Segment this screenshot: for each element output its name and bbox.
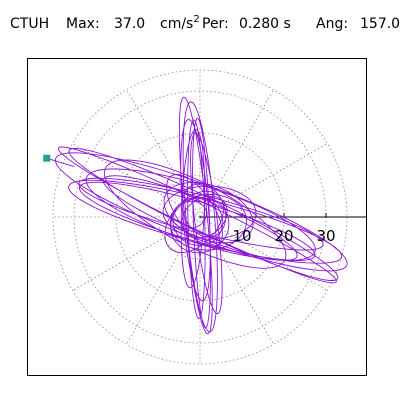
motion-trace-path <box>46 96 348 335</box>
period-value: 0.280 s <box>239 16 291 32</box>
max-unit: cm/s2 <box>160 14 200 32</box>
grid-spoke <box>199 216 328 291</box>
max-label: Max: <box>66 16 100 32</box>
grid-spoke <box>126 89 201 218</box>
max-value: 37.0 <box>114 16 146 32</box>
max-unit-text: cm/s <box>160 16 194 32</box>
period-label: Per: <box>202 16 229 32</box>
particle-motion-plot: 10 20 30 <box>43 69 367 365</box>
radial-tick-label: 30 <box>316 227 335 245</box>
radial-tick-label: 10 <box>232 227 251 245</box>
max-unit-exponent: 2 <box>193 14 200 25</box>
radial-tick-labels: 10 20 30 <box>232 227 335 245</box>
angle-label: Ang: <box>316 16 349 32</box>
station-code: CTUH <box>10 16 50 32</box>
grid-spoke <box>199 143 328 218</box>
start-marker-group <box>43 154 51 162</box>
radial-tick-label: 20 <box>274 227 293 245</box>
angle-value: 157.0 <box>360 16 400 32</box>
motion-trace <box>46 96 348 335</box>
start-marker <box>43 154 51 162</box>
